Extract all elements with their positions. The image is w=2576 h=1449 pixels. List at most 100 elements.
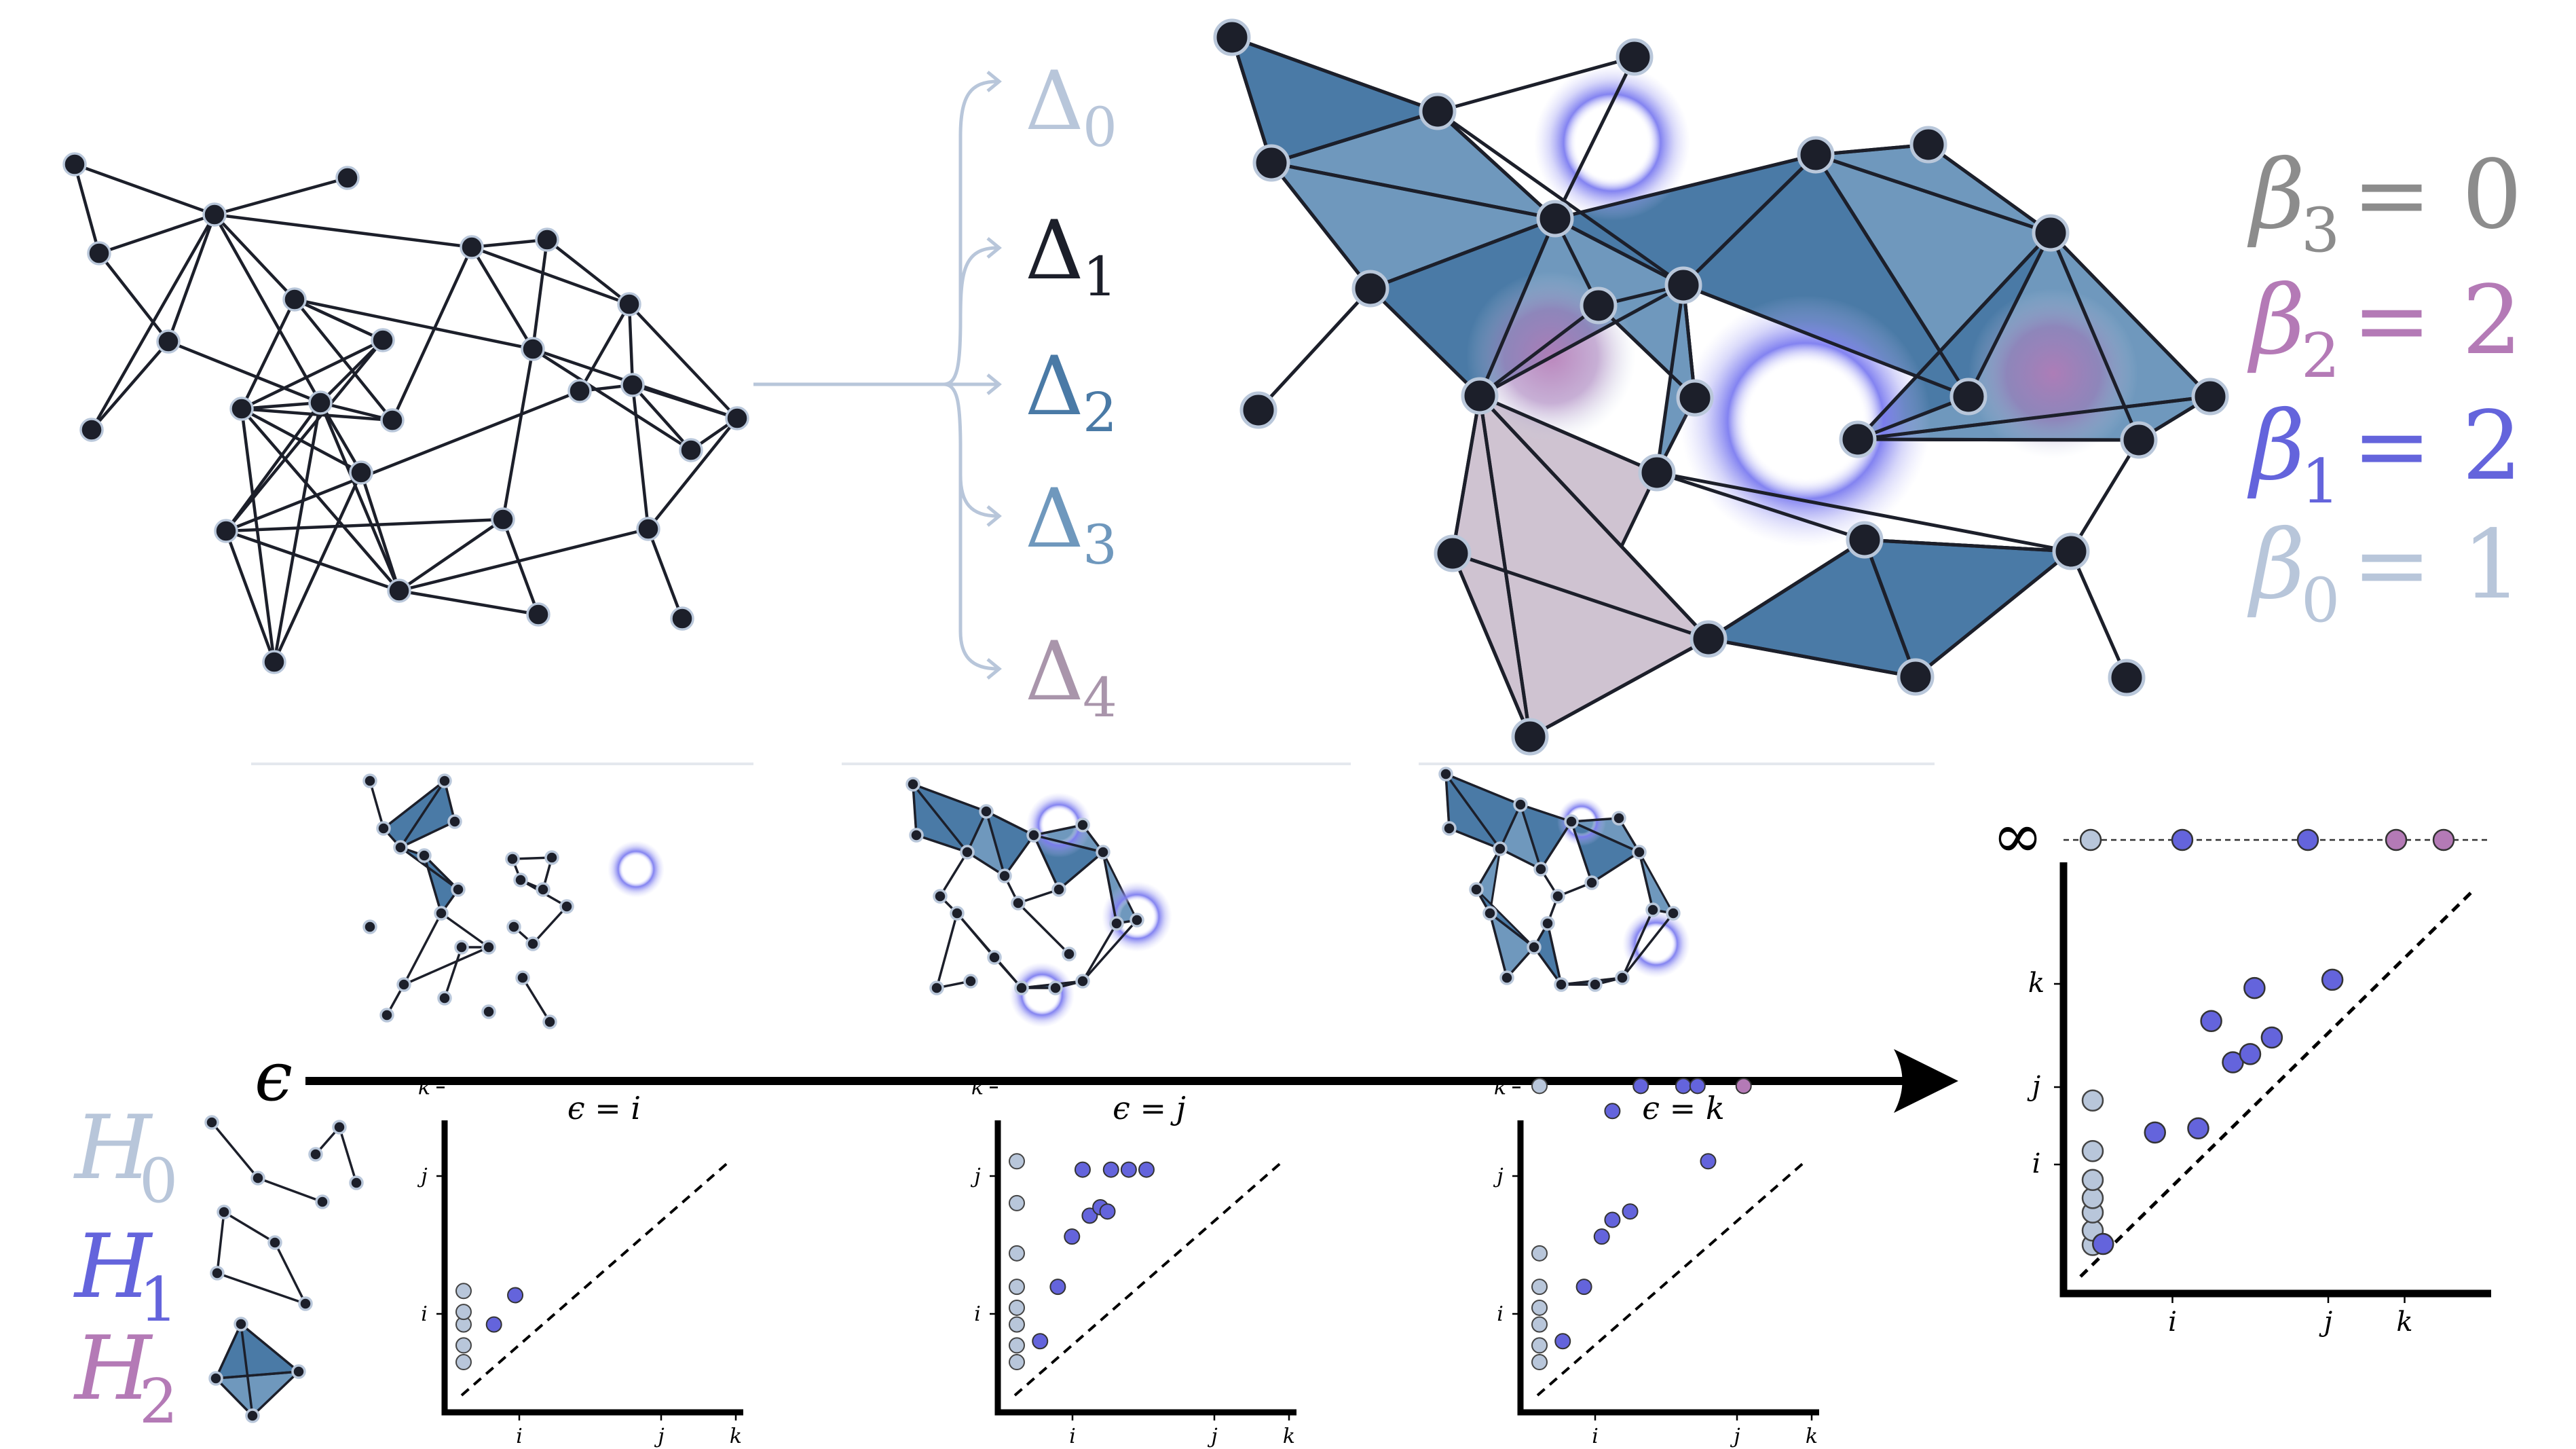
h1-point [1622,1203,1639,1220]
graph-edge [318,402,401,591]
simplex-vertex [1897,658,1935,696]
simplex-vertex [1580,287,1618,325]
h0-point [1009,1354,1025,1371]
simplex-edge [1864,538,2072,553]
diagonal-line [460,1160,731,1397]
snapshot-edge [1571,817,1620,823]
graph-edge [471,238,548,249]
snapshot-edge [1003,834,1035,877]
graph-node [202,202,227,227]
snapshot-node [481,1004,496,1019]
legend-node [298,1296,313,1311]
simplex-vertex [1213,18,1251,56]
snapshot-node [513,873,528,887]
graph-edge [98,252,170,343]
snapshot-node [1051,882,1066,897]
x-tick-label: i [1592,1425,1599,1448]
legend-node [245,1408,260,1423]
graph-node [460,235,484,259]
simplex-subscript: 1 [1083,245,1117,308]
snapshot-edge [1081,919,1138,983]
graph-node [491,507,515,532]
simplex-vertex [1239,391,1277,429]
simplex-label-0: Δ 0 [1025,54,1117,159]
snapshot-node [525,936,540,951]
legend-edge [338,1126,358,1184]
snapshot-node [1632,845,1647,860]
simplex-edge [1257,287,1372,411]
legend-node [204,1115,219,1130]
snapshot-node [1482,906,1497,921]
infinite-point [2296,828,2319,851]
snapshot-node [379,1008,394,1023]
x-tick-label: k [1806,1425,1818,1448]
snapshot-edge [382,779,446,830]
graph-edge [546,238,631,306]
simplex-edge [1856,232,2052,441]
betti-symbol: β [2247,140,2305,251]
legend-edge [274,1242,307,1304]
graph-edge [166,214,217,342]
graph-edge [214,176,348,217]
graph-node [308,390,333,415]
simplex-symbol: Δ [1025,472,1084,566]
simplex-vertex [1676,379,1714,417]
snapshot-edge [912,783,987,813]
snapshot-node [979,804,994,819]
y-tick-label: k [971,1076,984,1100]
snapshot-edge [1638,851,1654,911]
graph-edge [98,213,215,255]
graph-edge [90,213,216,431]
legend-subscript: 2 [139,1366,178,1437]
snapshot-edge [1571,820,1640,854]
simplex-symbol: Δ [1025,340,1084,434]
snapshot-node [362,919,377,934]
h0-point [1531,1316,1548,1333]
graph-edge [631,384,692,452]
graph-edge [531,239,549,350]
graph-node [679,438,703,462]
h1-point [1689,1078,1706,1095]
simplex-vertex [2191,378,2229,416]
betti-value: = 2 [2352,391,2522,502]
snapshot-edge [985,811,1006,877]
graph-edge [272,402,322,663]
graph-edge [647,417,739,530]
h1-point [1120,1161,1137,1178]
infinity-label: ∞ [1992,801,2043,872]
snapshot-edge [1033,824,1083,837]
graph-edge [168,340,321,405]
filtration-snapshots [362,767,1690,1029]
simplex-vertex [1690,620,1728,658]
graph-node [262,650,286,674]
betti-number-0: β 0 = 1 [2247,510,2522,636]
simplex-edge [1478,304,1600,397]
legend-node [250,1171,265,1186]
snapshot-node [950,906,965,921]
h1-point [1074,1161,1091,1178]
simplex-edge [1863,539,1918,678]
legend-subscript: 1 [139,1264,178,1336]
snapshot-node [929,980,944,995]
snapshot-node [481,940,496,955]
snapshot-edge [1081,923,1118,982]
h1-point [1064,1228,1081,1245]
graph-edge [225,339,384,532]
graph-node [87,241,111,265]
snapshot-node [1469,882,1484,897]
legend-node [208,1371,223,1386]
graph-edge [578,303,631,392]
filtration-snapshot [362,773,665,1029]
persistence-diagram: ϵ = j i j k i j k [970,1076,1296,1448]
diagram-title: ϵ = j [1113,1090,1186,1126]
simplex-vertex [1536,200,1574,238]
graph-edge [646,528,684,619]
betti-number-1: β 1 = 2 [2247,391,2522,517]
snapshot-node [906,777,920,792]
snapshot-node [1615,970,1630,985]
legend-edge [217,1272,306,1305]
snapshot-node [1540,916,1555,931]
simplex-edge [1656,471,1865,542]
snapshot-node [909,828,924,843]
snapshot-node [1584,875,1599,890]
